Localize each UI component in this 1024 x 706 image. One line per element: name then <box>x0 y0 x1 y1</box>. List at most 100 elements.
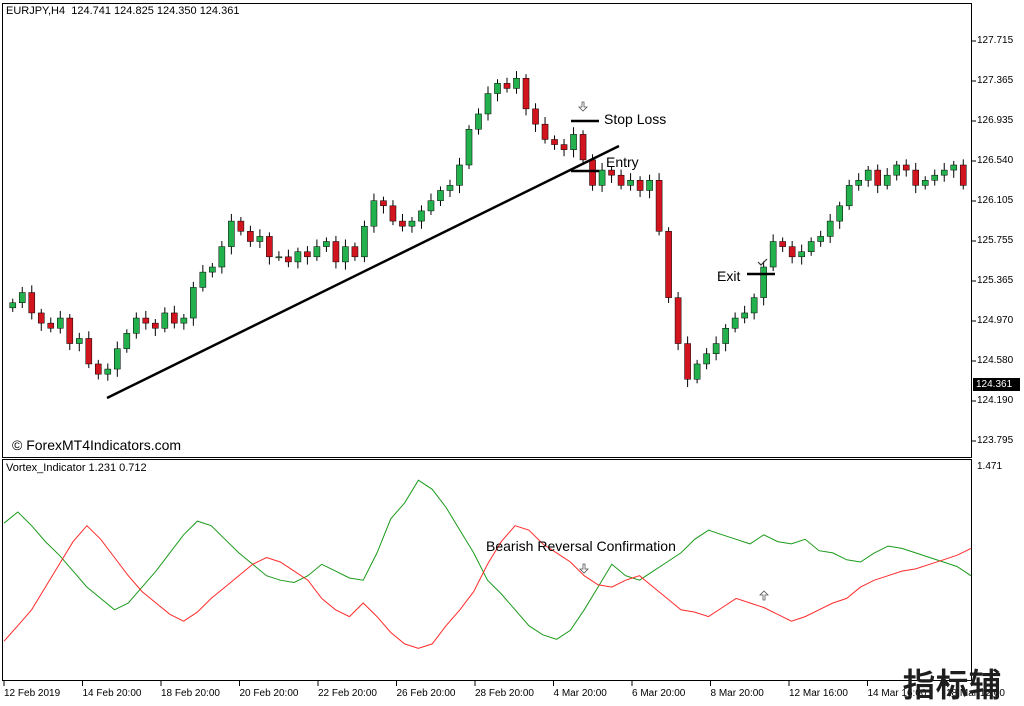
bull-candle <box>56 317 64 329</box>
bull-candle <box>123 333 131 349</box>
bear-candle <box>665 231 672 298</box>
bear-candle <box>266 236 273 258</box>
bull-candle <box>731 317 739 329</box>
support-trendline <box>106 144 620 400</box>
main-chart-frame <box>2 3 972 458</box>
date-label: 22 Feb 20:00 <box>318 688 377 699</box>
price-label: 124.970 <box>977 315 1014 326</box>
bear-candle <box>142 317 150 324</box>
bull-candle <box>760 266 767 298</box>
bear-candle <box>237 220 245 232</box>
bull-candle <box>313 246 321 258</box>
bear-candle <box>66 317 74 344</box>
indicator-frame <box>2 459 972 681</box>
date-label: 14 Feb 20:00 <box>82 688 142 699</box>
bear-candle <box>912 169 920 186</box>
bull-candle <box>845 185 853 207</box>
site-logo: 指标辅 <box>903 666 1003 704</box>
date-label: 20 Feb 20:00 <box>239 688 299 699</box>
bear-candle <box>560 144 568 150</box>
price-label: 124.190 <box>977 395 1014 406</box>
bull-candle <box>513 77 520 89</box>
bear-candle <box>389 205 397 222</box>
down-arrow-icon <box>579 563 589 574</box>
bear-candle <box>608 169 615 176</box>
bull-candle <box>646 180 653 191</box>
trendline[interactable] <box>106 144 620 400</box>
bear-candle <box>551 139 558 145</box>
date-label: 6 Mar 20:00 <box>632 688 686 699</box>
bear-candle <box>788 246 796 258</box>
date-label: 8 Mar 20:00 <box>710 688 764 699</box>
bull-candle <box>722 327 729 344</box>
bull-candle <box>294 251 302 263</box>
bear-candle <box>503 83 511 89</box>
bear-candle <box>332 241 340 263</box>
price-label: 127.365 <box>977 75 1014 86</box>
bull-candle <box>18 292 26 303</box>
date-label: 12 Feb 2019 <box>4 688 61 699</box>
bull-candle <box>180 317 188 324</box>
bull-candle <box>864 169 872 181</box>
bull-candle <box>133 317 140 334</box>
bull-candle <box>741 312 748 319</box>
bull-candle <box>921 180 929 186</box>
bull-candle <box>893 164 901 176</box>
current-price-tag: 124.361 <box>973 378 1020 391</box>
date-label: 14 Mar 16:00 <box>867 688 927 699</box>
bull-candle <box>817 236 824 242</box>
indicator-title: Vortex_Indicator 1.231 0.712 <box>6 462 147 474</box>
bearish-confirmation-label: Bearish Reversal Confirmation <box>486 538 676 554</box>
bear-candle <box>532 108 539 125</box>
candlesticks[interactable] <box>9 71 967 388</box>
bear-candle <box>304 251 311 258</box>
bear-candle <box>874 169 881 186</box>
bear-candle <box>522 77 530 110</box>
bear-candle <box>28 292 36 314</box>
stop-loss-label: Stop Loss <box>604 111 667 127</box>
bull-candle <box>475 113 482 130</box>
bear-candle <box>636 180 644 191</box>
bull-candle <box>712 343 720 355</box>
bull-candle <box>798 251 805 258</box>
date-label: 28 Feb 20:00 <box>475 688 534 699</box>
bull-candle <box>361 225 368 258</box>
bull-candle <box>703 353 710 365</box>
bear-candle <box>171 312 178 324</box>
checkmark-icon <box>757 258 768 266</box>
bear-candle <box>684 343 691 380</box>
bull-candle <box>9 302 17 309</box>
bear-candle <box>589 159 596 186</box>
bull-candle <box>446 185 454 191</box>
entry-label: Entry <box>606 154 639 170</box>
bull-candle <box>161 312 169 329</box>
bull-candle <box>750 297 758 314</box>
price-axis-ticks <box>972 40 976 442</box>
bull-candle <box>190 287 197 319</box>
chart-title: EURJPY,H4 124.741 124.825 124.350 124.36… <box>6 5 239 17</box>
bull-candle <box>693 363 701 380</box>
watermark: © ForexMT4Indicators.com <box>12 437 182 453</box>
up-arrow-icon <box>759 590 769 601</box>
bull-candle <box>940 169 948 176</box>
bull-candle <box>855 180 862 186</box>
bull-candle <box>465 129 473 166</box>
bull-candle <box>570 134 577 150</box>
trade-levels[interactable] <box>571 101 775 276</box>
bull-candle <box>484 93 492 115</box>
bull-candle <box>769 241 777 268</box>
bull-candle <box>114 348 121 370</box>
bull-candle <box>456 164 463 186</box>
date-label: 4 Mar 20:00 <box>553 688 607 699</box>
bear-candle <box>674 297 682 344</box>
sell-arrow-icon <box>578 101 588 112</box>
bull-candle <box>883 174 891 186</box>
bull-candle <box>437 190 444 201</box>
price-label: 123.795 <box>977 435 1014 446</box>
bull-candle <box>323 241 330 247</box>
bull-candle <box>342 246 349 263</box>
bear-candle <box>541 123 549 140</box>
exit-label: Exit <box>717 268 741 284</box>
bear-candle <box>247 231 254 242</box>
